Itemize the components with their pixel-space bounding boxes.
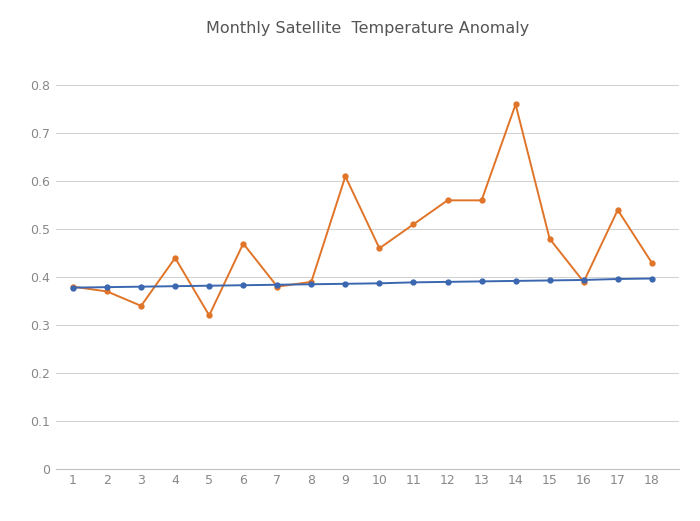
Title: Monthly Satellite  Temperature Anomaly: Monthly Satellite Temperature Anomaly: [206, 21, 529, 36]
